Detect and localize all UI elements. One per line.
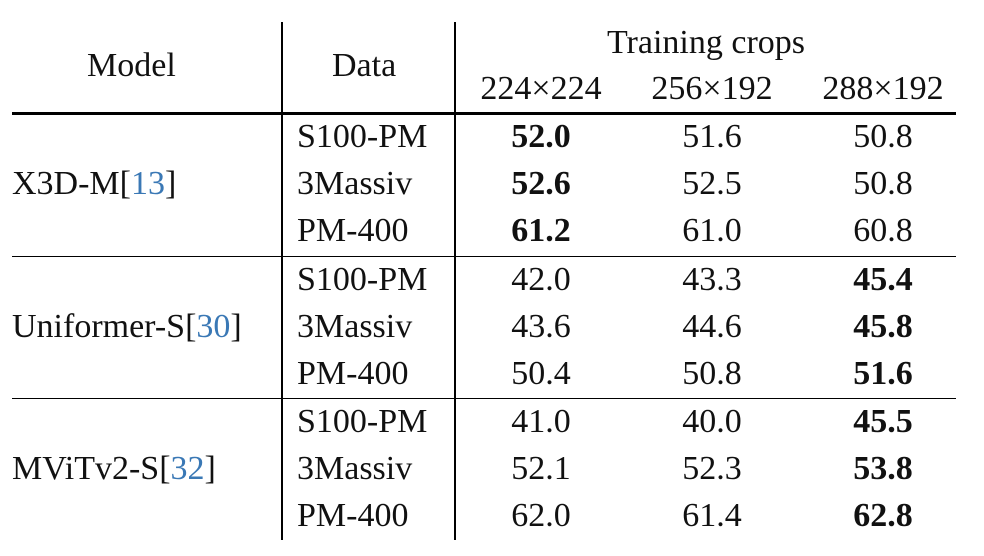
model-column-divider (281, 22, 283, 540)
value-cell: 50.4 (511, 355, 571, 392)
citation-open-bracket: [ (159, 450, 171, 487)
group-separator-2 (12, 398, 956, 399)
model-name: MViTv2-S (12, 450, 160, 487)
data-cell: S100-PM (297, 403, 428, 440)
model-label: Uniformer-S[30] (12, 310, 242, 344)
value-cell: 62.8 (853, 497, 913, 534)
group-separator-1 (12, 256, 956, 257)
value-cell: 52.0 (511, 118, 571, 155)
citation-number: 30 (196, 308, 231, 345)
value-cell: 43.3 (682, 261, 742, 298)
value-cell: 42.0 (511, 261, 571, 298)
value-cell: 61.0 (682, 212, 742, 249)
data-cell: PM-400 (297, 497, 409, 534)
data-cell: PM-400 (297, 355, 409, 392)
header-training-crops: Training crops (606, 24, 806, 61)
value-cell: 60.8 (853, 212, 913, 249)
data-column-divider (454, 22, 456, 540)
model-name: Uniformer-S (12, 308, 186, 345)
value-cell: 52.3 (682, 450, 742, 487)
value-cell: 45.4 (853, 261, 913, 298)
value-cell: 40.0 (682, 403, 742, 440)
model-label: MViTv2-S[32] (12, 452, 216, 486)
citation-number: 32 (170, 450, 205, 487)
data-cell: PM-400 (297, 212, 409, 249)
citation-number: 13 (131, 165, 165, 202)
header-crop-3: 288×192 (822, 70, 944, 107)
value-cell: 50.8 (853, 165, 913, 202)
value-cell: 45.8 (853, 308, 913, 345)
citation-close-bracket: ] (165, 165, 177, 202)
value-cell: 50.8 (853, 118, 913, 155)
value-cell: 50.8 (682, 355, 742, 392)
data-cell: S100-PM (297, 261, 428, 298)
header-data: Data (332, 47, 397, 84)
data-cell: 3Massiv (297, 165, 413, 202)
header-crop-1: 224×224 (480, 70, 602, 107)
value-cell: 61.2 (511, 212, 571, 249)
model-name: X3D-M (12, 165, 120, 202)
header-model: Model (87, 47, 176, 84)
header-bottom-rule (12, 112, 956, 115)
value-cell: 61.4 (682, 497, 742, 534)
value-cell: 52.6 (511, 165, 571, 202)
citation-close-bracket: ] (204, 450, 216, 487)
value-cell: 62.0 (511, 497, 571, 534)
value-cell: 51.6 (682, 118, 742, 155)
data-cell: 3Massiv (297, 450, 413, 487)
value-cell: 44.6 (682, 308, 742, 345)
value-cell: 41.0 (511, 403, 571, 440)
value-cell: 43.6 (511, 308, 571, 345)
data-cell: 3Massiv (297, 308, 413, 345)
data-cell: S100-PM (297, 118, 428, 155)
value-cell: 53.8 (853, 450, 913, 487)
citation-open-bracket: [ (119, 165, 131, 202)
citation-open-bracket: [ (185, 308, 197, 345)
header-crop-2: 256×192 (651, 70, 773, 107)
value-cell: 51.6 (853, 355, 913, 392)
value-cell: 52.1 (511, 450, 571, 487)
model-label: X3D-M[13] (12, 167, 176, 201)
citation-close-bracket: ] (230, 308, 242, 345)
value-cell: 52.5 (682, 165, 742, 202)
value-cell: 45.5 (853, 403, 913, 440)
